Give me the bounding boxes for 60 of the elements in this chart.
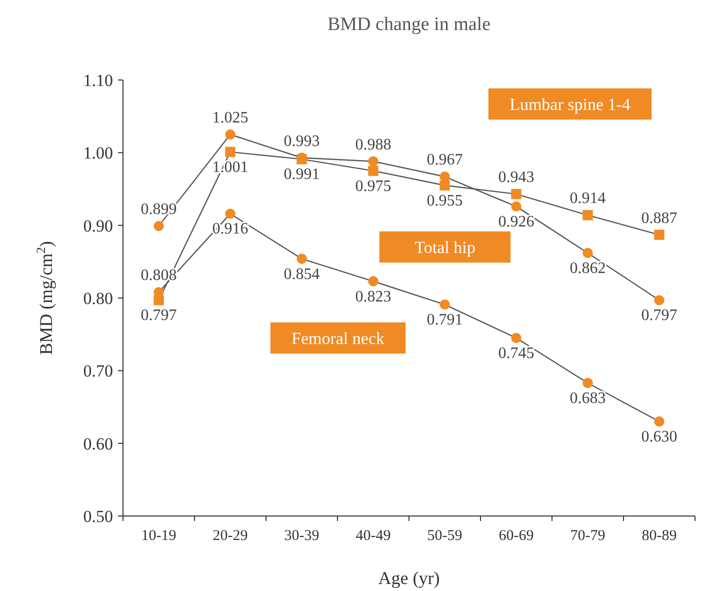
- data-label: 0.955: [426, 192, 463, 210]
- point: [225, 129, 236, 140]
- point: [511, 201, 522, 212]
- label-box: Lumbar spine 1-4: [488, 88, 652, 120]
- point: [368, 156, 378, 166]
- data-label: 1.025: [212, 110, 248, 126]
- chart-title: BMD change in male: [327, 14, 491, 35]
- point: [511, 332, 522, 344]
- x-tick-label: 70-79: [570, 528, 606, 544]
- label-box: Femoral neck: [270, 322, 406, 354]
- x-tick-label: 20-29: [212, 528, 248, 544]
- x-tick-label: 80-89: [642, 528, 677, 544]
- x-tick-label: 40-49: [356, 528, 391, 544]
- point: [368, 276, 378, 286]
- data-label: 0.926: [498, 213, 534, 230]
- point: [296, 254, 307, 264]
- point: [511, 188, 522, 200]
- data-label: 0.988: [355, 136, 392, 154]
- data-label: 0.854: [284, 266, 320, 283]
- point: [582, 378, 593, 388]
- y-tick-label: 0.90: [83, 216, 113, 236]
- point: [582, 210, 593, 220]
- data-label: 0.991: [284, 166, 320, 184]
- data-label: 0.683: [570, 390, 606, 408]
- point: [440, 180, 450, 190]
- data-label: 0.887: [641, 210, 678, 227]
- y-tick-label: 0.70: [83, 362, 113, 381]
- y-tick-label: 0.80: [83, 288, 113, 308]
- data-label: 0.745: [498, 344, 534, 362]
- point: [440, 299, 450, 310]
- point: [654, 295, 664, 306]
- label-box: Total hip: [379, 231, 511, 263]
- data-label: 0.975: [355, 178, 392, 195]
- x-axis-title: Age (yr): [378, 568, 440, 588]
- data-label: 0.967: [426, 152, 463, 169]
- point: [654, 416, 664, 427]
- point: [440, 172, 450, 182]
- x-tick-label: 50-59: [427, 528, 462, 544]
- y-tick-label: 1.00: [83, 144, 113, 163]
- data-label: 0.797: [641, 307, 678, 324]
- y-tick-label: 0.60: [83, 434, 113, 454]
- y-tick-label: 0.50: [83, 506, 113, 526]
- x-tick-label: 60-69: [498, 528, 534, 544]
- x-tick-label: 10-19: [141, 528, 176, 544]
- data-label: 0.862: [570, 260, 606, 277]
- x-tick-label: 30-39: [284, 528, 320, 544]
- point: [154, 220, 164, 232]
- data-label: 0.943: [498, 169, 534, 186]
- data-label: 0.791: [426, 312, 463, 329]
- point: [225, 146, 236, 158]
- point: [582, 248, 593, 258]
- point: [368, 166, 378, 176]
- point: [225, 208, 236, 219]
- data-label: 0.914: [570, 190, 606, 208]
- data-label: 0.993: [284, 132, 320, 150]
- data-label: 0.797: [140, 307, 177, 324]
- y-tick-label: 1.10: [83, 70, 113, 90]
- point: [654, 230, 664, 240]
- data-label: 0.823: [355, 288, 392, 306]
- data-label: 0.630: [641, 428, 678, 446]
